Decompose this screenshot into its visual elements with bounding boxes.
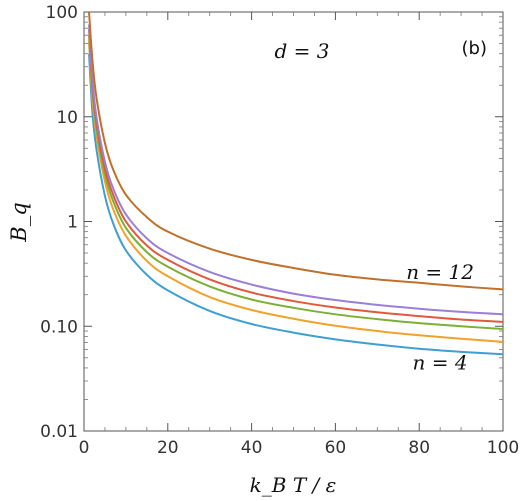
curve-label-n12: n = 12 [406,260,474,284]
series-group [88,12,503,356]
x-axis-label: k_B T / ε [250,473,337,497]
y-axis-label: B_q [7,202,31,242]
plot-frame [83,11,504,432]
x-tick-label: 20 [157,438,179,458]
series-line-3 [88,35,503,331]
dimension-annotation: d = 3 [275,39,330,63]
series-line-6 [88,12,503,291]
curve-label-n4: n = 4 [413,351,468,375]
y-tick-label: 1 [67,213,78,233]
axis-ticks: 0 20 40 60 80 100 0.01 0.10 1 10 100 [40,3,519,458]
y-tick-label: 0.01 [40,422,78,442]
y-tick-label: 10 [56,108,78,128]
x-tick-label: 40 [241,438,263,458]
y-tick-label: 0.10 [40,317,78,337]
y-tick-label: 100 [46,3,78,23]
x-tick-label: 100 [487,438,519,458]
series-line-4 [88,29,503,323]
panel-label: (b) [462,38,487,59]
x-tick-label: 60 [325,438,347,458]
x-tick-label: 80 [408,438,430,458]
x-tick-label: 0 [79,438,90,458]
series-line-2 [88,41,503,343]
series-line-5 [88,24,503,316]
series-line-1 [88,53,503,356]
